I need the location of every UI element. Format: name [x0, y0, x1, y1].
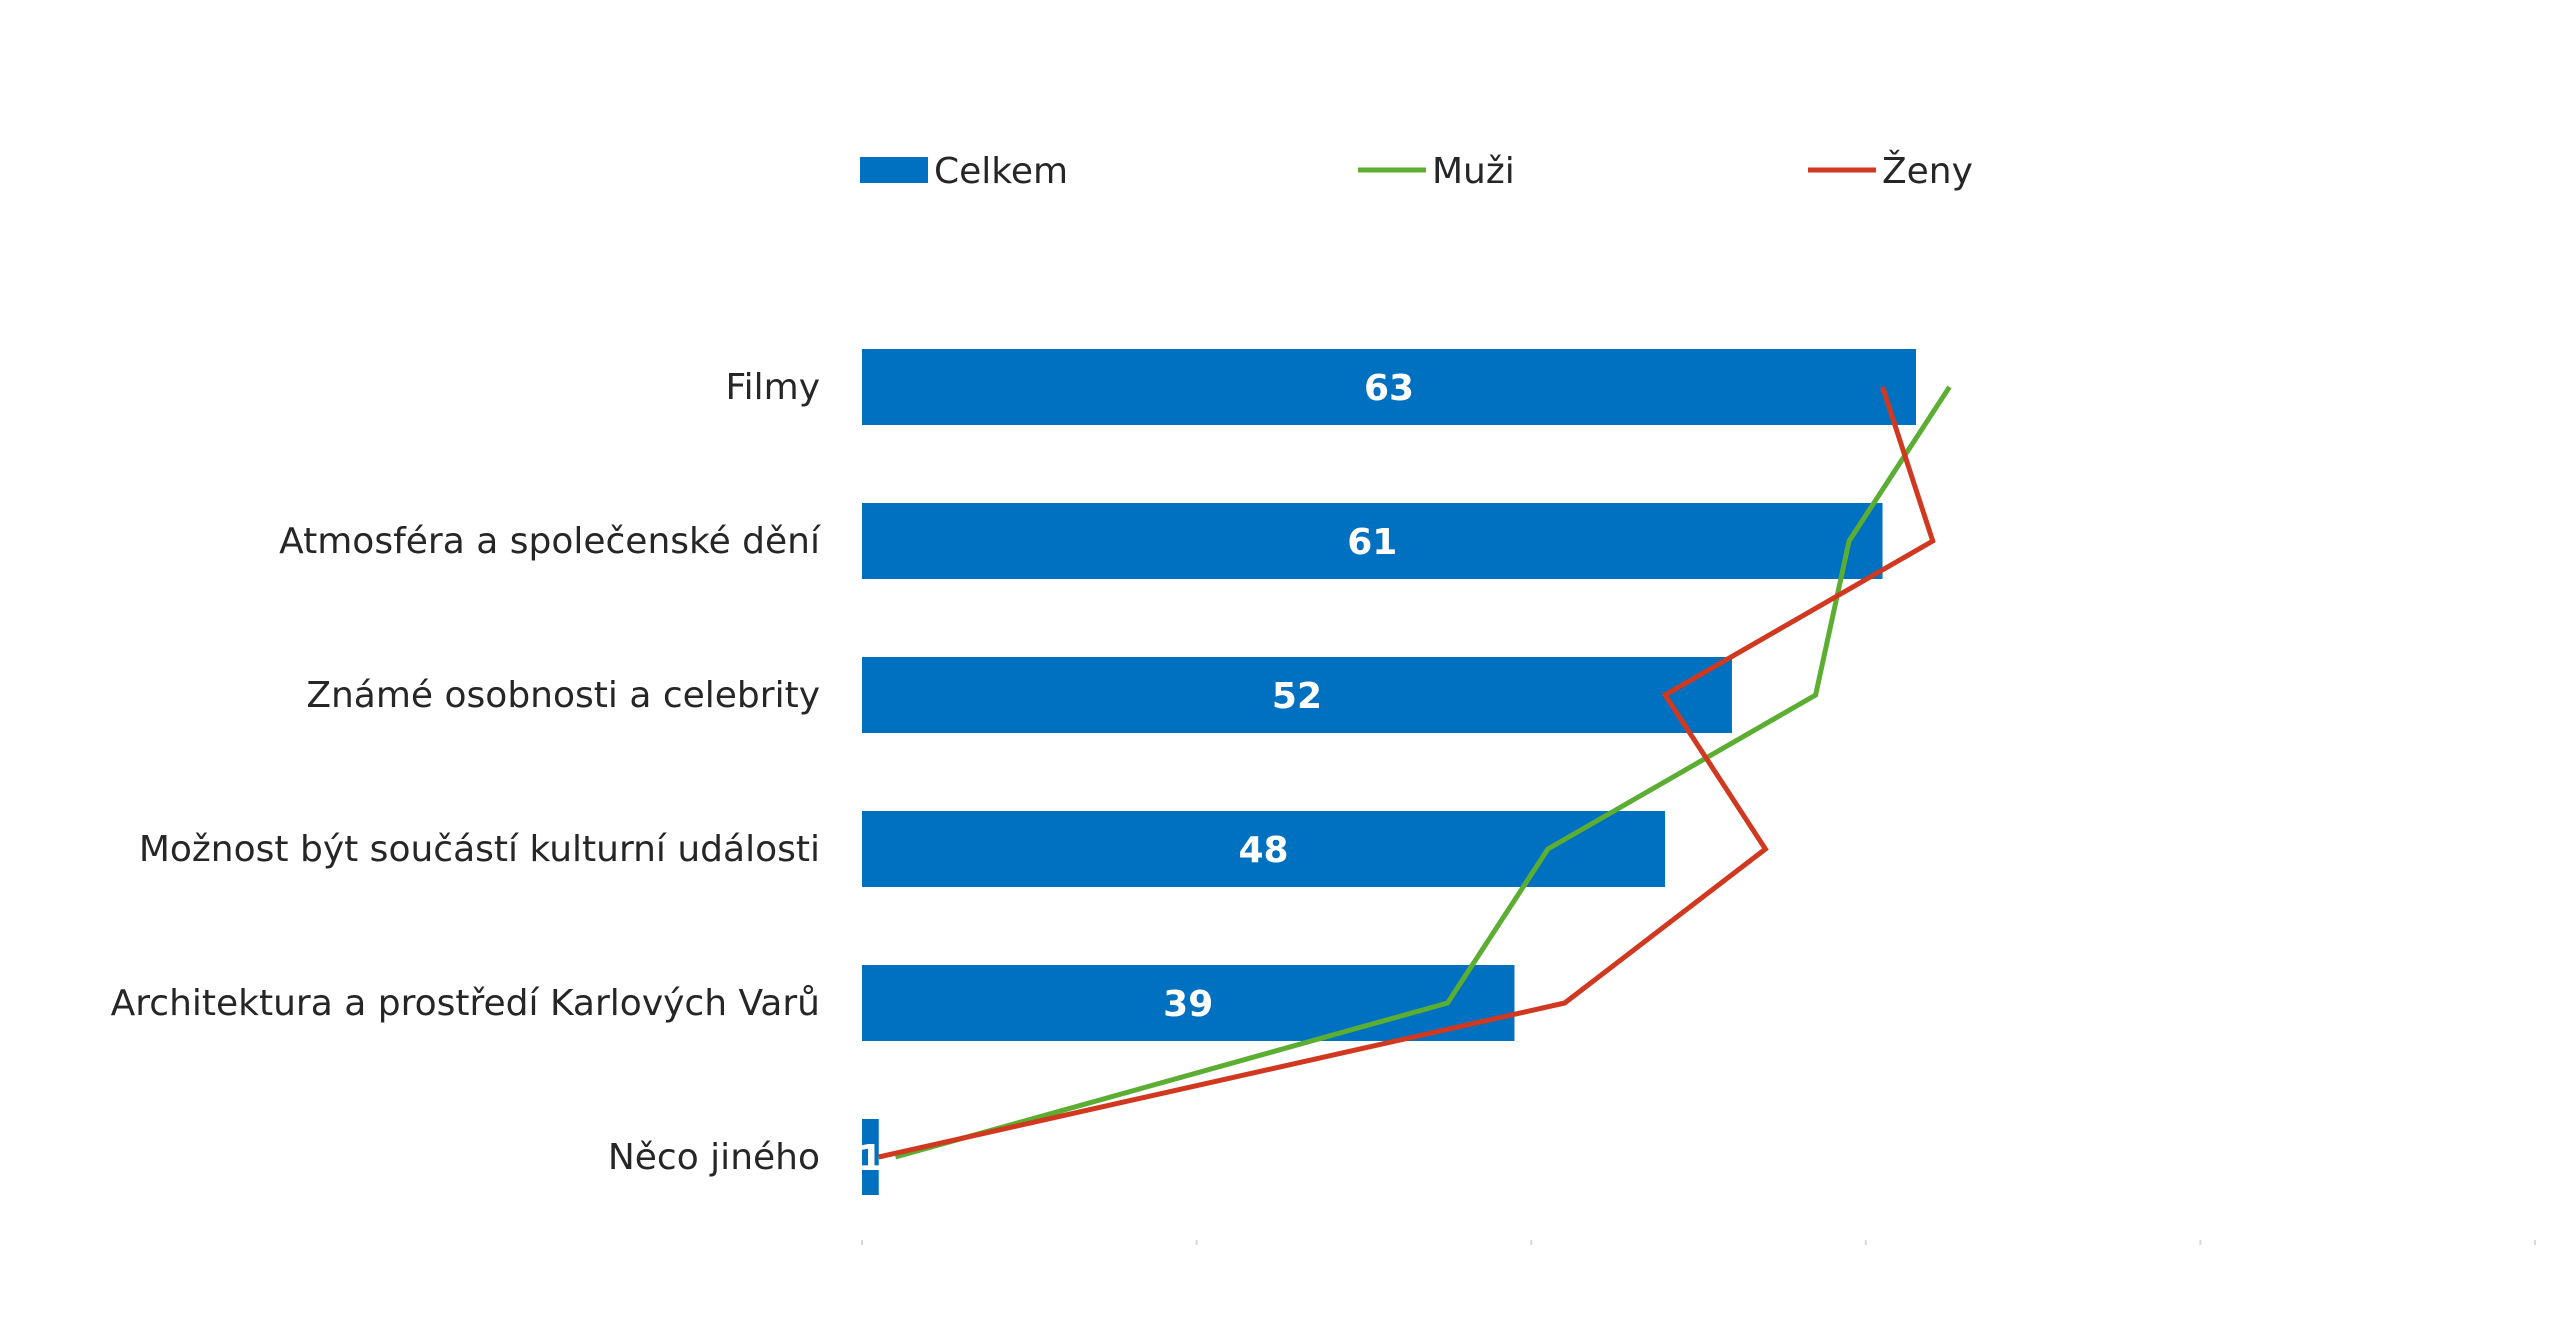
bar-filmy: [862, 349, 1916, 425]
legend-item-zeny: Ženy: [1808, 150, 1973, 192]
data-label: 39: [1163, 984, 1213, 1025]
legend-label: Muži: [1432, 151, 1515, 192]
data-label: 63: [1364, 368, 1414, 409]
data-label: 1: [858, 1138, 883, 1179]
series-line-muzi: [894, 385, 1952, 1160]
legend-item-celkem: Celkem: [860, 151, 1068, 192]
bar-neco-jineho: [862, 1119, 879, 1195]
bar-architektura-a-prostredi-karlovych-varu: [862, 965, 1515, 1041]
category-labels: Filmy Atmosféra a společenské dění Známé o…: [111, 367, 821, 1178]
legend-label: Celkem: [934, 151, 1068, 192]
series-lines: [878, 385, 1952, 1160]
bar-zname-osobnosti-a-celebrity: [862, 657, 1732, 733]
category-label: Filmy: [726, 367, 820, 408]
category-label: Něco jiného: [608, 1137, 820, 1178]
legend-item-muzi: Muži: [1358, 151, 1515, 192]
legend-label: Ženy: [1882, 150, 1973, 192]
category-label: Architektura a prostředí Karlových Varů: [111, 983, 820, 1024]
series-line-zeny: [878, 386, 1936, 1160]
bars: [862, 349, 1916, 1195]
x-axis: [861, 1240, 2536, 1245]
category-label: Atmosféra a společenské dění: [279, 521, 821, 562]
legend-swatch-bar: [860, 157, 928, 183]
legend: Celkem Muži Ženy: [860, 150, 1973, 192]
data-label: 61: [1347, 522, 1397, 563]
category-label: Možnost být součástí kulturní události: [139, 829, 820, 870]
bar-atmosfera-a-spolecenske-deni: [862, 503, 1883, 579]
data-label: 52: [1272, 676, 1322, 717]
category-label: Známé osobnosti a celebrity: [306, 675, 820, 716]
data-label: 48: [1238, 830, 1288, 871]
value-labels: 63 61 52 48 39 1: [858, 368, 1414, 1179]
